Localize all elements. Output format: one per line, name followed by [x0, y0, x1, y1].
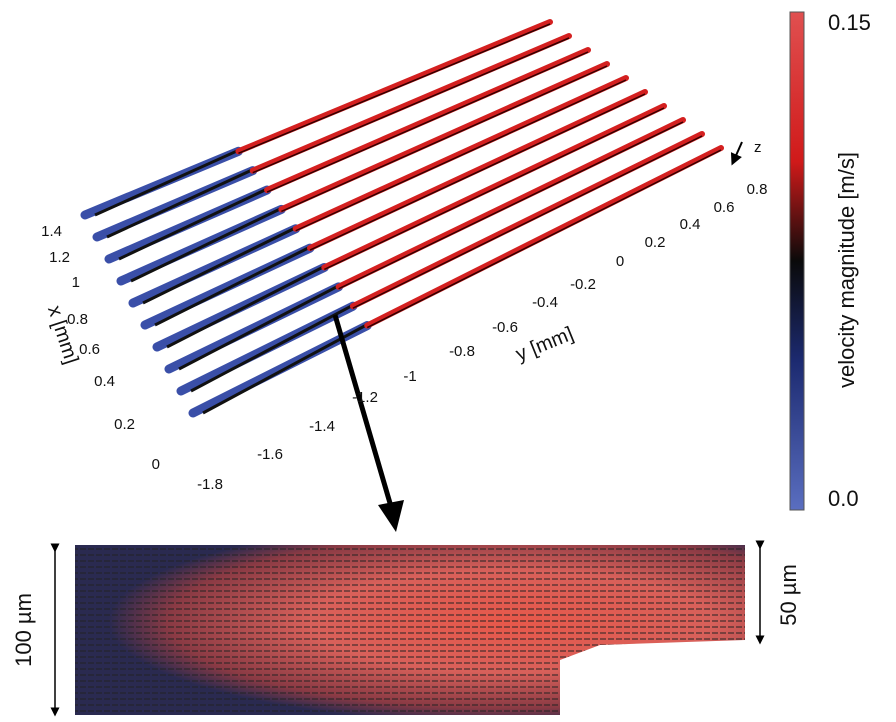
y-tick-label: 0.2 [645, 234, 666, 251]
channel-fast [264, 47, 591, 194]
y-tick-label: -1.4 [309, 418, 335, 435]
channel-fast [278, 61, 610, 213]
channel-edge [323, 107, 665, 271]
x-tick-label: 0.6 [79, 341, 100, 358]
y-tick-label: -0.8 [449, 343, 475, 360]
y-tick-label: -1.2 [352, 389, 378, 406]
x-tick-label: 1 [72, 274, 80, 291]
channel-core [178, 284, 340, 371]
x-tick-label: 0.2 [114, 416, 135, 433]
y-tick-label: -0.4 [532, 294, 558, 311]
channels [80, 19, 724, 418]
channel-fast [349, 131, 705, 310]
x-tick-label: 0.4 [94, 373, 115, 390]
y-tick-label: 0.8 [747, 181, 768, 198]
channel-edge [281, 65, 608, 213]
colorbar-min: 0.0 [828, 486, 859, 511]
channel-edge [309, 93, 646, 251]
y-axis-label: y [mm] [513, 323, 577, 366]
channel-edge [366, 149, 722, 329]
x-tick-label: 0.8 [67, 311, 88, 328]
channel-fast [364, 145, 724, 329]
channel-core [154, 245, 311, 327]
channel-edge [338, 121, 684, 290]
channel-fast [321, 103, 667, 271]
x-tick-label: 1.4 [41, 223, 62, 240]
channel-core [94, 148, 240, 217]
channel-edge [252, 37, 570, 174]
channel-edge [352, 135, 703, 309]
channel-edge [295, 79, 627, 232]
y-tick-label: -1.8 [197, 476, 223, 493]
colorbar-label: velocity magnitude [m/s] [834, 152, 859, 388]
y-tick-label: -1 [403, 368, 416, 385]
x-tick-label: 1.2 [49, 249, 70, 266]
z-axis-label: z [754, 139, 762, 156]
y-tick-label: -0.2 [570, 276, 596, 293]
zoom-arrowhead [378, 500, 404, 532]
zoom-arrow [332, 314, 395, 511]
channel-core [190, 303, 354, 393]
channel-core [130, 207, 283, 283]
colorbar [789, 11, 805, 511]
channel-core [118, 187, 268, 261]
channel-fast [292, 75, 629, 232]
inset-vectors [75, 545, 745, 715]
y-axis: -1.8 -1.6 -1.4 -1.2 -1 -0.8 -0.6 -0.4 -0.2 0 0.2 0.… [197, 181, 767, 493]
y-tick-label: 0 [616, 253, 624, 270]
z-axis-arrow [730, 141, 743, 166]
y-tick-label: -1.6 [257, 446, 283, 463]
channel-fast [249, 33, 572, 174]
channel-edge [238, 23, 551, 155]
channel-core [166, 265, 325, 349]
height-label: 100 µm [11, 593, 36, 667]
channel-core [106, 168, 254, 239]
x-tick-label: 0 [152, 456, 160, 473]
channel-fast [235, 19, 553, 155]
channel-label: 50 µm [776, 564, 801, 626]
channel-fast [335, 117, 686, 290]
x-axis: 1.4 1.21 0.8 0.6 0.4 0.2 0 [41, 223, 160, 473]
y-tick-label: 0.6 [714, 199, 735, 216]
y-tick-label: -0.6 [492, 319, 518, 336]
y-tick-label: 0.4 [680, 216, 701, 233]
channel-edge [266, 51, 589, 193]
inset: 100 µm 50 µm [11, 540, 801, 717]
channel-fast [307, 89, 648, 252]
channel-core [142, 226, 297, 305]
colorbar-max: 0.15 [828, 10, 871, 35]
